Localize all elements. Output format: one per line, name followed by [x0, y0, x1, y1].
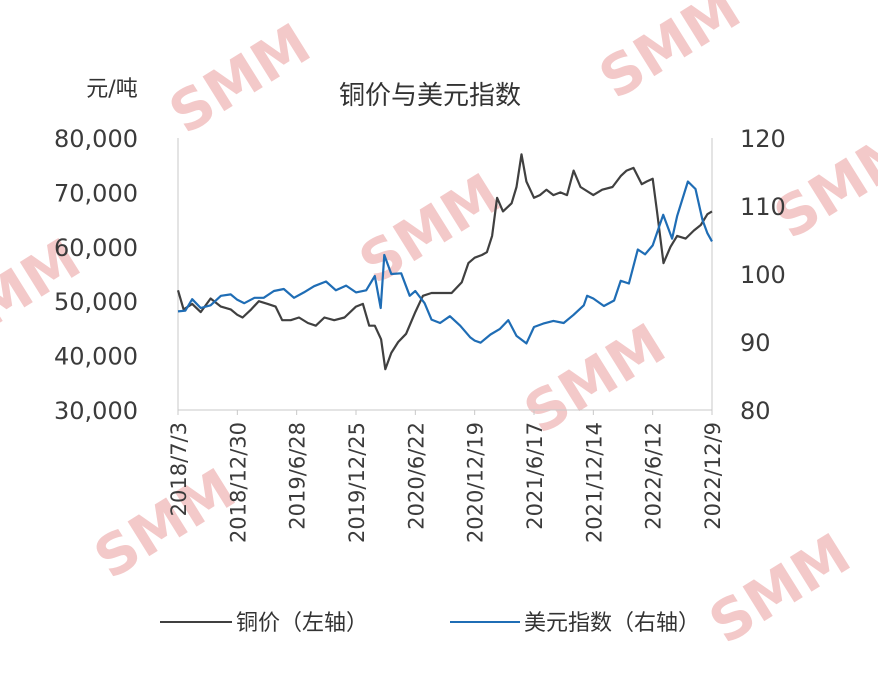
- right-tick-label: 80: [740, 397, 771, 425]
- plot-frame: [177, 138, 713, 411]
- series-line-dxy: [177, 180, 713, 345]
- legend-label-copper: 铜价（左轴）: [236, 611, 368, 636]
- x-tick-label: 2021/6/17: [523, 422, 547, 530]
- watermark-text: SMM: [84, 457, 247, 593]
- x-tick-label: 2019/6/28: [286, 422, 310, 530]
- x-axis-ticks: 2018/7/3 2018/12/30 2019/6/28 2019/12/25 202…: [167, 410, 725, 543]
- x-tick-label: 2018/7/3: [167, 422, 191, 516]
- chart-title: 铜价与美元指数: [339, 81, 521, 111]
- series-layer: [176, 153, 713, 371]
- series-line-copper: [176, 153, 713, 371]
- left-axis-unit-label: 元/吨: [86, 77, 137, 102]
- legend-label-dxy: 美元指数（右轴）: [524, 611, 700, 636]
- left-tick-label: 50,000: [54, 288, 138, 316]
- legend: 铜价（左轴） 美元指数（右轴）: [160, 611, 700, 636]
- x-tick-label: 2022/12/9: [701, 422, 725, 530]
- x-tick-label: 2020/6/22: [404, 422, 428, 530]
- right-tick-label: 110: [740, 193, 786, 221]
- right-axis-ticks: 80 90 100 110 120: [740, 125, 786, 425]
- left-tick-label: 30,000: [54, 397, 138, 425]
- left-tick-label: 40,000: [54, 343, 138, 371]
- right-tick-label: 120: [740, 125, 786, 153]
- left-tick-label: 70,000: [54, 179, 138, 207]
- left-tick-label: 60,000: [54, 234, 138, 262]
- watermark-text: SMM: [589, 0, 752, 112]
- x-tick-label: 2019/12/25: [345, 422, 369, 543]
- x-tick-label: 2018/12/30: [226, 422, 250, 543]
- right-tick-label: 100: [740, 261, 786, 289]
- watermark-text: SMM: [699, 522, 862, 658]
- x-tick-label: 2022/6/12: [642, 422, 666, 530]
- watermark-text: SMM: [159, 12, 322, 148]
- right-tick-label: 90: [740, 329, 771, 357]
- x-tick-label: 2020/12/19: [464, 422, 488, 543]
- left-axis-ticks: 30,000 40,000 50,000 60,000 70,000 80,000: [54, 125, 138, 425]
- x-tick-label: 2021/12/14: [582, 422, 606, 543]
- left-tick-label: 80,000: [54, 125, 138, 153]
